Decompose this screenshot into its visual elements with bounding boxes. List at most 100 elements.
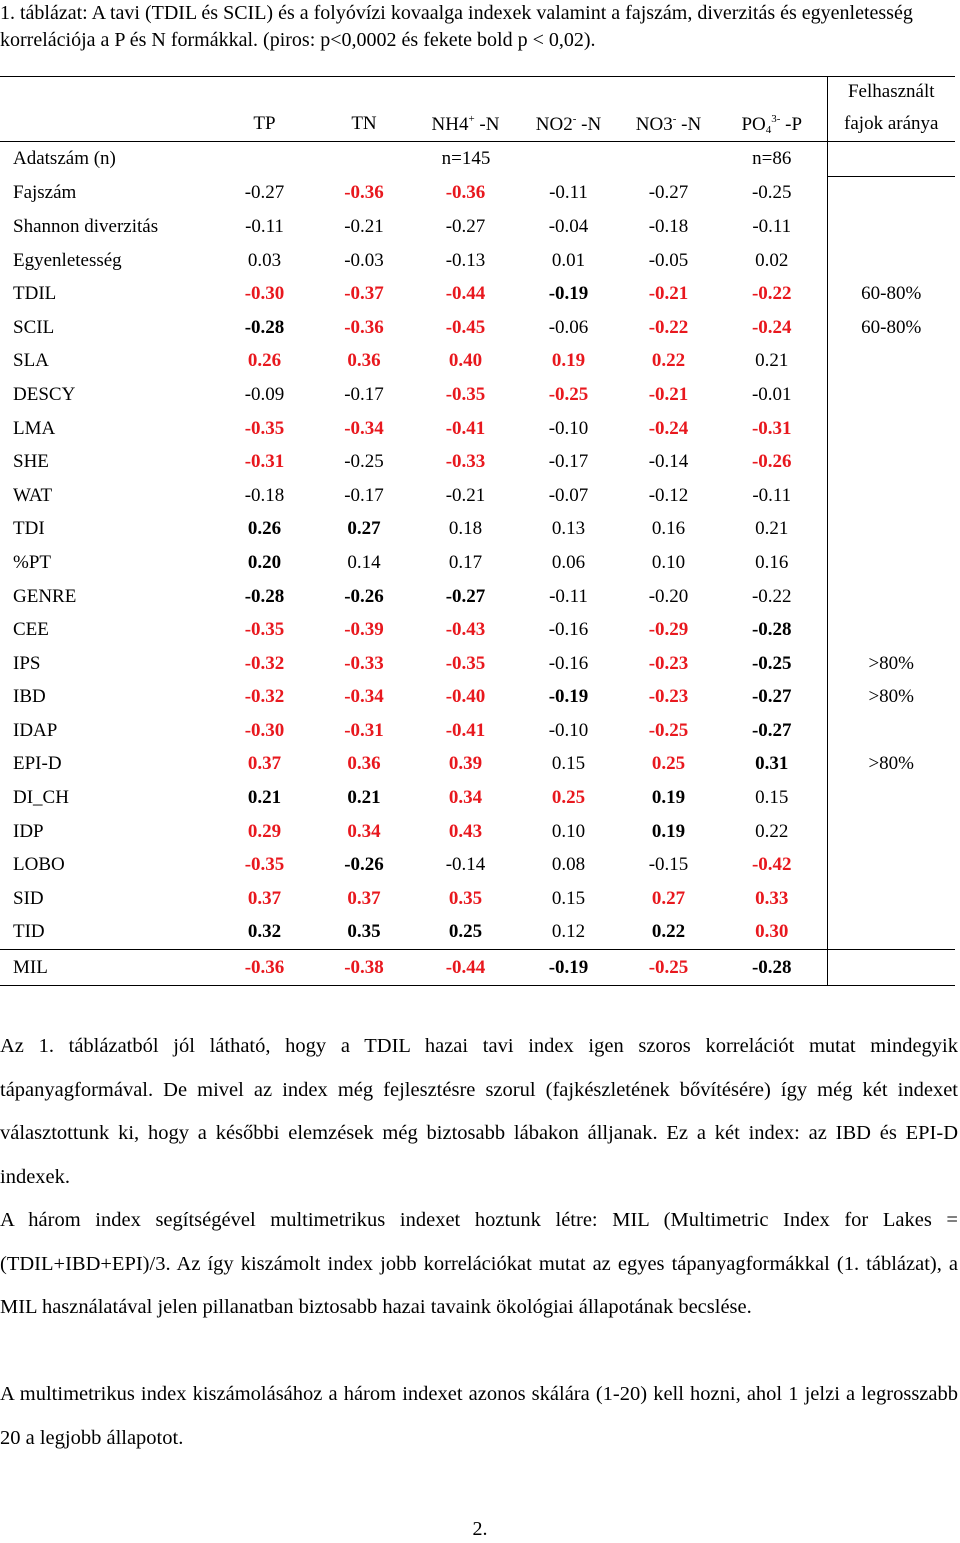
table-cell: 0.26: [247, 350, 282, 372]
table-cell: 0.21: [247, 787, 282, 809]
table-cell: -0.42: [751, 854, 792, 876]
table-cell: -0.24: [751, 316, 792, 338]
table-cell: -0.41: [445, 719, 486, 741]
species-ratio-cell: [826, 714, 955, 748]
row-label: MIL: [0, 949, 215, 987]
column-header-main: NO3: [635, 113, 673, 135]
table-cell: -0.01: [751, 383, 792, 405]
table-cell: -0.31: [244, 451, 285, 473]
table-row: EPI-D 0.37 0.36 0.39 0.15 0.25 0.31 >80%: [0, 747, 955, 782]
table-cell: -0.32: [244, 652, 285, 674]
row-label: Egyenletesség: [13, 249, 122, 271]
table-row: MIL -0.36 -0.38 -0.44 -0.19 -0.25 -0.28: [0, 949, 955, 987]
row-label: TID: [13, 921, 45, 943]
table-row: GENRE -0.28 -0.26 -0.27 -0.11 -0.20 -0.22: [0, 579, 955, 614]
species-ratio-cell: 60-80%: [826, 277, 955, 311]
table-row: SCIL -0.28 -0.36 -0.45 -0.06 -0.22 -0.24 60-80%: [0, 310, 955, 345]
table-row: IPS -0.32 -0.33 -0.35 -0.16 -0.23 -0.25 >80%: [0, 646, 955, 681]
row-label: Fajszám: [13, 182, 77, 204]
table-cell: -0.19: [517, 949, 620, 987]
table-row: TDIL -0.30 -0.37 -0.44 -0.19 -0.21 -0.22 60-80%: [0, 277, 955, 311]
column-header-suffix: -P: [780, 113, 803, 135]
table-cell: -0.22: [751, 585, 792, 607]
table-cell: -0.39: [344, 619, 384, 641]
row-label: CEE: [13, 619, 49, 641]
table-row: SLA 0.26 0.36 0.40 0.19 0.22 0.21: [0, 344, 955, 379]
table-cell: 0.20: [247, 551, 282, 573]
table-cell: -0.35: [244, 854, 285, 876]
table-cell: -0.21: [648, 283, 689, 305]
table-cell: 0.16: [755, 551, 789, 573]
table-row: TID 0.32 0.35 0.25 0.12 0.22 0.30: [0, 915, 955, 950]
row-label: EPI-D: [13, 753, 62, 775]
column-header-suffix: -N: [474, 113, 500, 135]
table-cell: -0.27: [445, 585, 486, 607]
table-cell: -0.11: [245, 215, 284, 237]
table-cell: 0.34: [347, 820, 381, 842]
table-cell: 0.26: [247, 518, 282, 540]
table-cell: 0.22: [651, 921, 686, 943]
column-header: NH4+ -N: [414, 107, 517, 142]
table-row: Egyenletesség 0.03 -0.03 -0.13 0.01 -0.05 0.02: [0, 243, 955, 278]
table-row: Shannon diverzitás -0.11 -0.21 -0.27 -0.04 -0…: [0, 210, 955, 244]
table-cell: 0.32: [247, 921, 282, 943]
table-cell: 0.31: [755, 753, 789, 775]
table-cell: -0.11: [752, 215, 792, 237]
row-label: SHE: [13, 451, 49, 473]
table-cell: -0.32: [244, 686, 285, 708]
paragraph-3: A multimetrikus index kiszámolásához a h…: [0, 1383, 958, 1449]
table-cell: -0.45: [445, 316, 486, 338]
table-cell: -0.28: [751, 619, 792, 641]
correlation-table: Felhasznált TP TN NH4+ -N NO2- -N NO3- -N PO4…: [0, 76, 955, 987]
table-cell: -0.16: [548, 619, 589, 641]
row-label: TDIL: [13, 283, 57, 305]
n-row: Adatszám (n) n=145 n=86: [0, 141, 955, 177]
table-cell: 0.14: [347, 551, 381, 573]
table-cell: -0.20: [648, 585, 689, 607]
header-fajok-aranya: fajok aránya: [826, 107, 955, 142]
table-cell: -0.26: [751, 451, 792, 473]
table-cell: -0.27: [445, 215, 486, 237]
table-caption: 1. táblázat: A tavi (TDIL és SCIL) és a …: [0, 2, 913, 51]
column-header: TP: [215, 107, 314, 142]
table-cell: 0.37: [347, 887, 381, 909]
table-cell: -0.18: [244, 484, 285, 506]
row-label: DI_CH: [13, 787, 69, 809]
row-label: WAT: [13, 484, 53, 506]
column-header-sup: -: [572, 112, 577, 125]
table-cell: -0.25: [548, 383, 589, 405]
species-ratio-cell: 60-80%: [826, 310, 955, 345]
table-row: DESCY -0.09 -0.17 -0.35 -0.25 -0.21 -0.01: [0, 378, 955, 412]
row-label: TDI: [13, 518, 45, 540]
table-cell: 0.30: [755, 921, 789, 943]
table-cell: -0.33: [445, 451, 486, 473]
table-cell: 0.22: [755, 820, 789, 842]
table-cell: -0.44: [445, 283, 486, 305]
table-cell: -0.33: [344, 652, 384, 674]
table-cell: -0.22: [648, 316, 689, 338]
table-cell: -0.27: [751, 719, 792, 741]
table-cell: -0.35: [244, 417, 285, 439]
paragraph-2: A három index segítségével multimetrikus…: [0, 1209, 958, 1318]
table-cell: -0.36: [445, 182, 486, 204]
table-cell: 0.19: [651, 787, 686, 809]
species-ratio-cell: [826, 243, 955, 278]
table-cell: -0.11: [549, 585, 588, 607]
table-cell: -0.34: [344, 417, 384, 439]
table-row: IBD -0.32 -0.34 -0.40 -0.19 -0.23 -0.27 >80%: [0, 680, 955, 715]
table-cell: 0.02: [755, 249, 789, 271]
species-ratio-cell: [826, 411, 955, 446]
table-cell: -0.30: [244, 719, 285, 741]
table-cell: -0.25: [620, 949, 717, 987]
table-cell: -0.24: [648, 417, 689, 439]
table-cell: 0.25: [651, 753, 686, 775]
paragraph-1: Az 1. táblázatból jól látható, hogy a TD…: [0, 1035, 958, 1188]
table-cell: -0.19: [548, 283, 589, 305]
table-cell: -0.22: [751, 283, 792, 305]
table-cell: -0.28: [244, 585, 285, 607]
column-header-main: NH4: [431, 113, 469, 135]
table-row: SID 0.37 0.37 0.35 0.15 0.27 0.33: [0, 882, 955, 916]
table-row: IDP 0.29 0.34 0.43 0.10 0.19 0.22: [0, 814, 955, 849]
table-cell: -0.25: [751, 182, 792, 204]
species-ratio-cell: [826, 781, 955, 815]
